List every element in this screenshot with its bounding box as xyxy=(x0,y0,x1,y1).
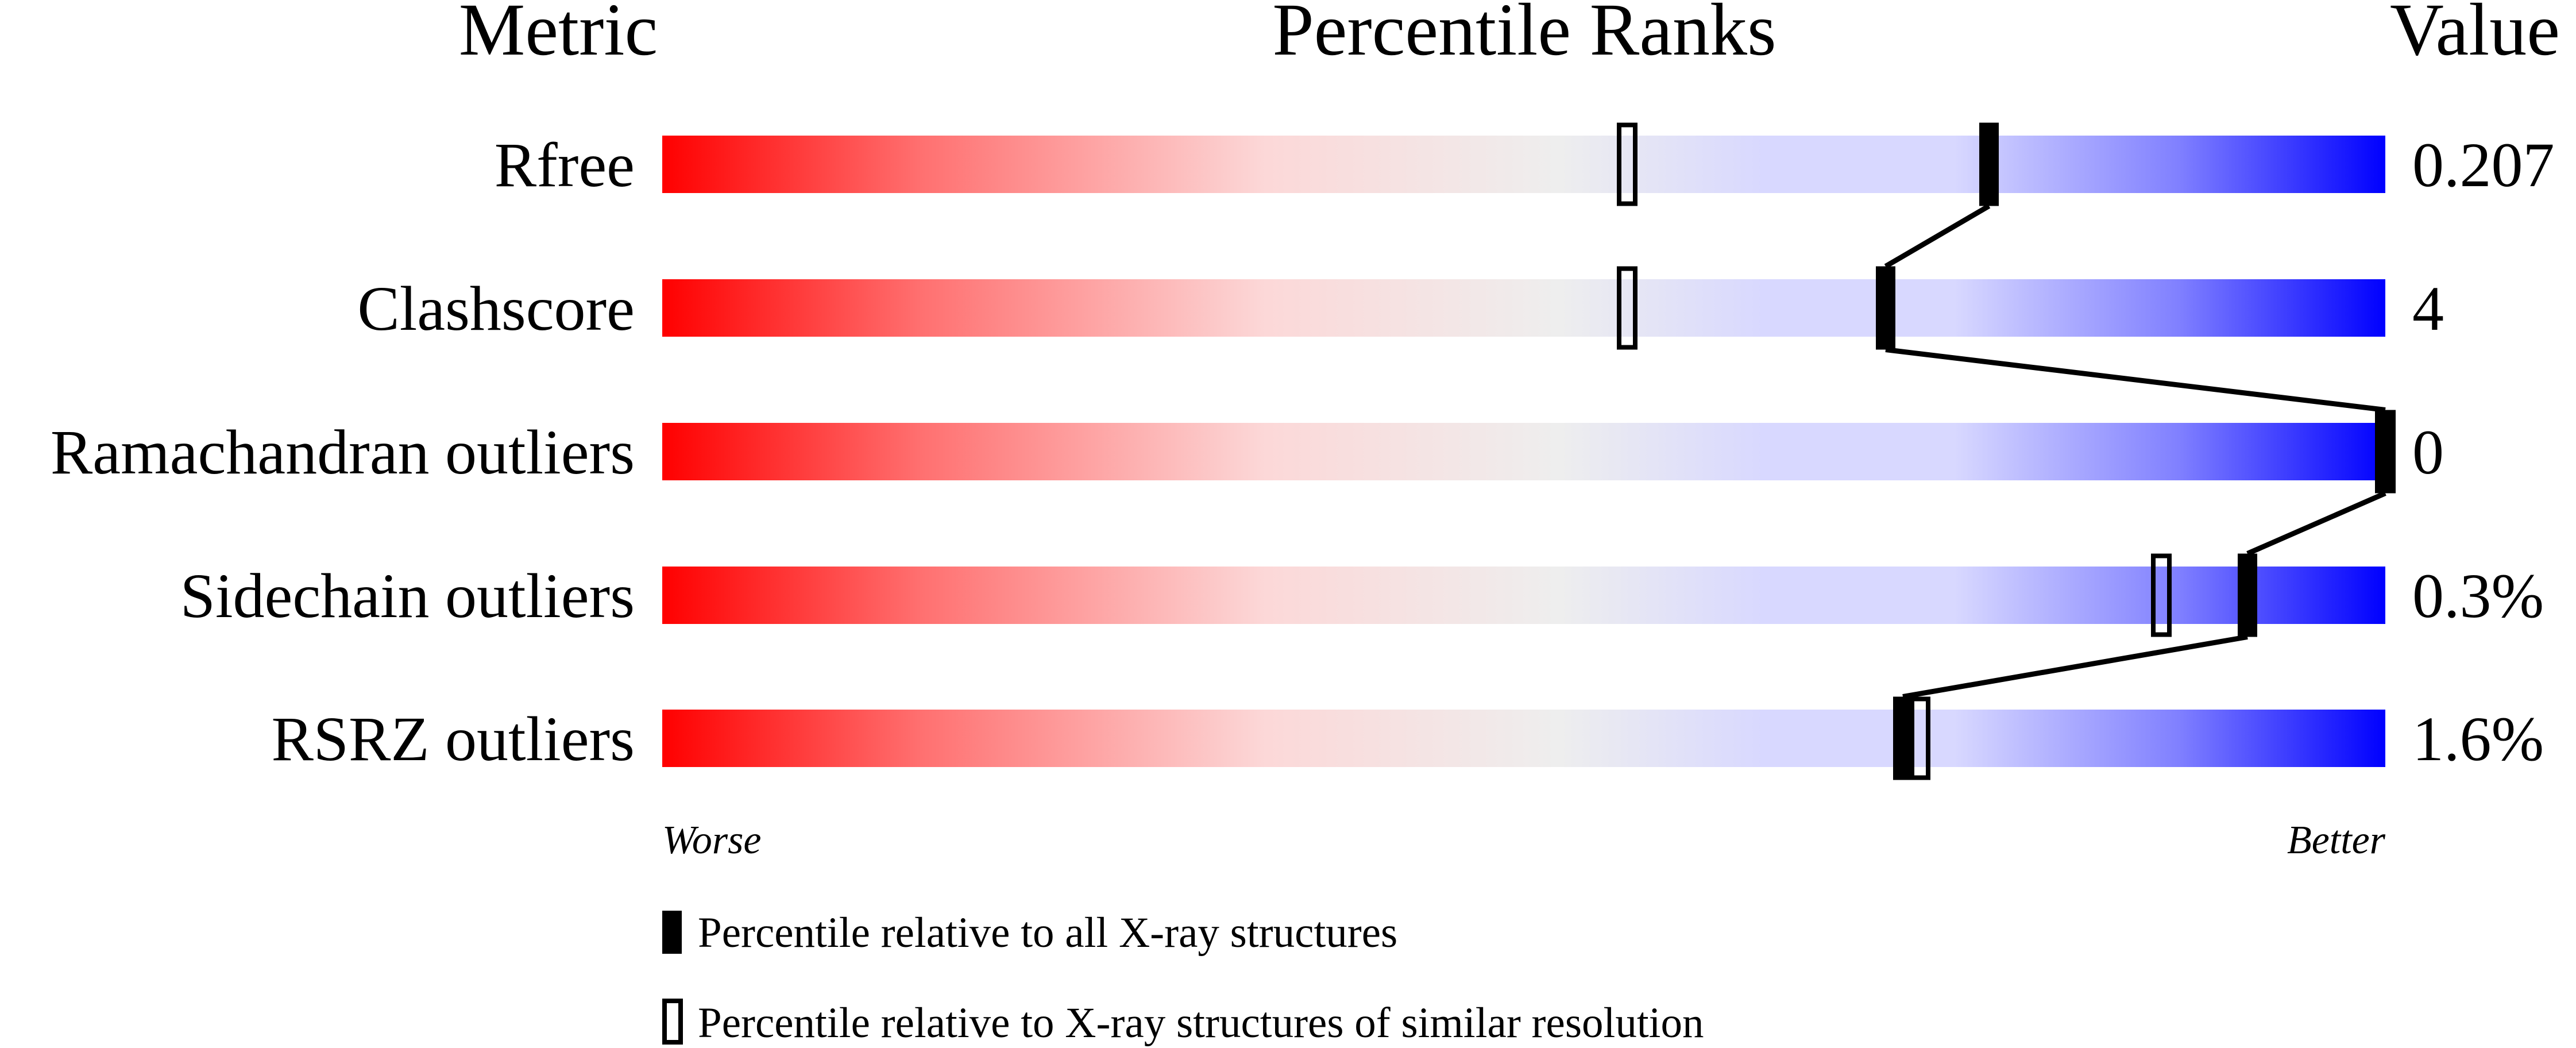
metric-value: 0.207 xyxy=(2412,130,2555,200)
similar-resolution-marker xyxy=(1617,266,1637,350)
metric-value: 0.3% xyxy=(2412,561,2544,631)
worse-label: Worse xyxy=(662,818,761,862)
metric-value: 1.6% xyxy=(2412,704,2544,774)
metric-value: 0 xyxy=(2412,417,2444,487)
all-structures-marker xyxy=(2376,410,2395,494)
legend-all-label: Percentile relative to all X-ray structu… xyxy=(698,909,1397,957)
similar-resolution-marker xyxy=(2151,553,2172,637)
metric-label: Ramachandran outliers xyxy=(51,417,635,487)
percentile-bar xyxy=(662,567,2385,624)
similar-resolution-marker xyxy=(1617,122,1637,206)
legend-filled-marker-icon xyxy=(662,911,682,954)
connector-line xyxy=(2246,491,2386,556)
percentile-bar xyxy=(662,279,2385,337)
percentile-bar xyxy=(662,423,2385,480)
all-structures-marker xyxy=(1893,696,1913,780)
better-label: Better xyxy=(2287,818,2386,862)
header-metric: Metric xyxy=(459,0,658,71)
percentile-bar xyxy=(662,710,2385,767)
metric-label: Sidechain outliers xyxy=(180,561,635,631)
all-structures-marker xyxy=(1979,122,1999,206)
percentile-bar xyxy=(662,136,2385,193)
metric-label: RSRZ outliers xyxy=(271,704,635,774)
header-value: Value xyxy=(2390,0,2560,71)
header-percentile-ranks: Percentile Ranks xyxy=(1272,0,1776,71)
connector-line xyxy=(1902,634,2248,699)
legend-similar-label: Percentile relative to X-ray structures … xyxy=(698,999,1704,1047)
connector-line xyxy=(1885,347,2386,413)
connector-line xyxy=(1884,203,1991,269)
legend-open-marker-icon xyxy=(662,999,683,1045)
metric-value: 4 xyxy=(2412,273,2444,344)
metric-label: Clashscore xyxy=(357,273,635,344)
all-structures-marker xyxy=(1876,266,1895,350)
all-structures-marker xyxy=(2238,553,2257,637)
metric-label: Rfree xyxy=(495,130,635,200)
